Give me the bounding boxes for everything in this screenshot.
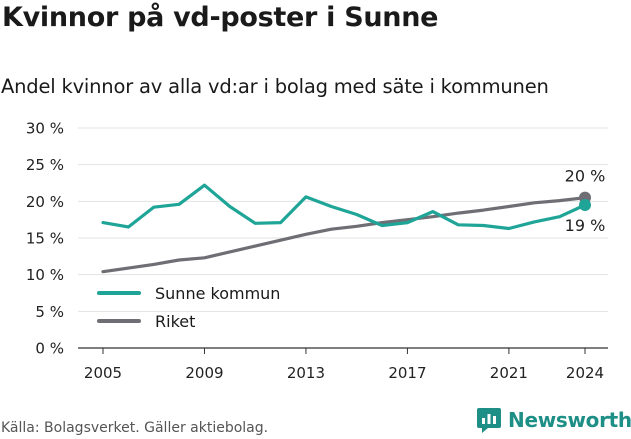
chart-title: Kvinnor på vd-poster i Sunne xyxy=(2,2,439,33)
x-tick-label: 2013 xyxy=(287,364,325,382)
x-tick-label: 2005 xyxy=(84,364,122,382)
end-point-sunne xyxy=(579,199,591,211)
legend-label-sunne: Sunne kommun xyxy=(155,283,281,303)
brand-logo[interactable]: Newsworthy xyxy=(476,406,631,434)
brand-name: Newsworthy xyxy=(508,408,631,432)
y-tick-label: 30 % xyxy=(26,120,64,138)
chart-legend: Sunne kommun Riket xyxy=(97,279,280,335)
legend-swatch-sunne xyxy=(97,291,141,295)
y-tick-label: 20 % xyxy=(26,193,64,211)
legend-label-riket: Riket xyxy=(155,311,196,331)
y-tick-label: 0 % xyxy=(35,340,64,358)
y-tick-label: 15 % xyxy=(26,230,64,248)
series-line-riket xyxy=(101,196,587,274)
legend-swatch-riket xyxy=(97,319,141,323)
end-label-sunne: 19 % xyxy=(565,216,606,235)
source-note: Källa: Bolagsverket. Gäller aktiebolag. xyxy=(1,420,269,436)
y-tick-label: 10 % xyxy=(26,266,64,284)
x-tick-label: 2009 xyxy=(185,364,223,382)
end-label-riket: 20 % xyxy=(565,167,606,186)
chart-subtitle: Andel kvinnor av alla vd:ar i bolag med … xyxy=(1,75,549,98)
x-tick-label: 2017 xyxy=(388,364,426,382)
x-tick-label: 2021 xyxy=(490,364,528,382)
series-line-sunne xyxy=(101,183,587,231)
x-tick-label: 2024 xyxy=(566,364,604,382)
legend-item-riket: Riket xyxy=(97,307,280,335)
y-tick-label: 5 % xyxy=(35,303,64,321)
legend-item-sunne: Sunne kommun xyxy=(97,279,280,307)
y-tick-label: 25 % xyxy=(26,156,64,174)
newsworthy-logo-icon xyxy=(477,408,501,433)
